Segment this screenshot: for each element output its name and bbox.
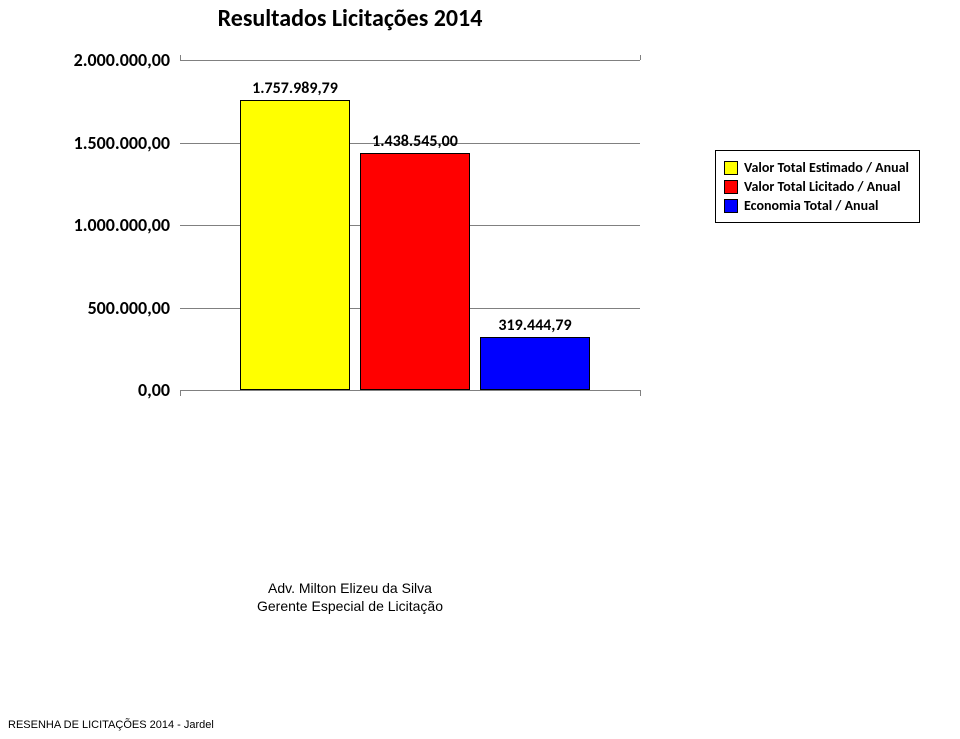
axis-tick <box>180 55 181 60</box>
legend-swatch <box>724 180 738 194</box>
legend-item: Valor Total Estimado / Anual <box>724 159 909 176</box>
chart-title: Resultados Licitações 2014 <box>0 4 700 33</box>
bar-0 <box>240 100 350 390</box>
y-axis-label: 2.000.000,00 <box>30 49 170 71</box>
axis-tick <box>180 390 181 396</box>
bar-2 <box>480 337 590 390</box>
page: Resultados Licitações 2014 1.757.989,791… <box>0 0 960 739</box>
legend-label: Valor Total Licitado / Anual <box>744 178 901 195</box>
legend-label: Valor Total Estimado / Anual <box>744 159 909 176</box>
legend-label: Economia Total / Anual <box>744 197 878 214</box>
y-axis-label: 1.500.000,00 <box>30 132 170 154</box>
axis-tick <box>640 55 641 60</box>
bar-value-label: 1.438.545,00 <box>372 132 458 151</box>
plot-region: 1.757.989,79 1.438.545,00 319.444,79 <box>180 60 640 391</box>
signature-role: Gerente Especial de Licitação <box>0 598 700 614</box>
bar-value-label: 319.444,79 <box>498 316 571 335</box>
legend-item: Economia Total / Anual <box>724 197 909 214</box>
bar-value-label: 1.757.989,79 <box>252 79 338 98</box>
y-axis-label: 500.000,00 <box>30 297 170 319</box>
legend-swatch <box>724 161 738 175</box>
gridline <box>180 60 640 61</box>
legend: Valor Total Estimado / Anual Valor Total … <box>715 150 920 223</box>
legend-item: Valor Total Licitado / Anual <box>724 178 909 195</box>
chart-area: 1.757.989,791.438.545,00319.444,79 0,005… <box>40 60 660 410</box>
y-axis-label: 1.000.000,00 <box>30 214 170 236</box>
axis-tick <box>640 390 641 396</box>
footer-text: RESENHA DE LICITAÇÕES 2014 - Jardel <box>8 719 214 731</box>
legend-swatch <box>724 199 738 213</box>
y-axis-label: 0,00 <box>30 379 170 401</box>
signature-name: Adv. Milton Elizeu da Silva <box>0 580 700 596</box>
bar-1 <box>360 153 470 390</box>
